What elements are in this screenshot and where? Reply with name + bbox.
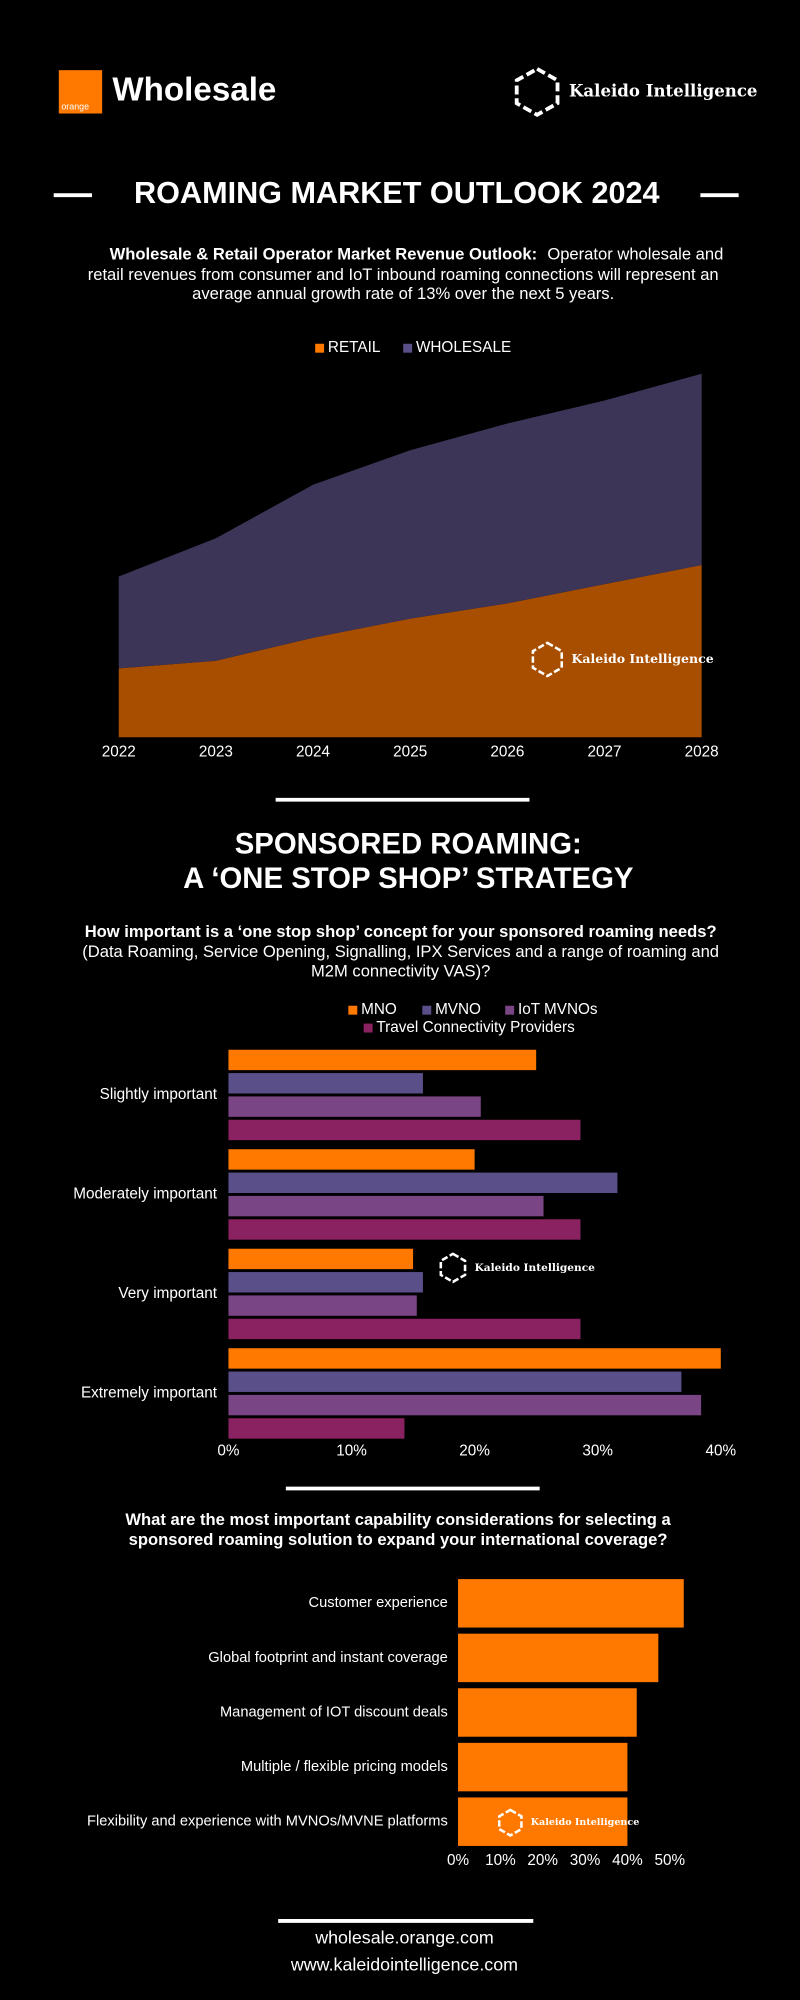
x-tick-label: 2028 (685, 744, 719, 761)
legend-swatch (505, 1005, 515, 1015)
legend-label: MNO (361, 1001, 397, 1018)
category-label: Slightly important (100, 1086, 218, 1103)
legend-swatch (422, 1005, 432, 1015)
intro-text: retail revenues from consumer and IoT in… (88, 265, 719, 284)
section-title: A ‘ONE STOP SHOP’ STRATEGY (183, 862, 634, 895)
bar (228, 1248, 414, 1270)
category-label: Extremely important (81, 1384, 218, 1401)
watermark: Kaleido Intelligence (475, 1262, 596, 1274)
legend-label: Travel Connectivity Providers (376, 1019, 575, 1036)
area (118, 565, 702, 738)
bar (228, 1394, 702, 1416)
bar (228, 1348, 721, 1369)
legend-label: RETAIL (328, 339, 380, 356)
bar (228, 1371, 682, 1392)
bar (228, 1172, 618, 1193)
category-label: Moderately important (73, 1185, 217, 1202)
bar (458, 1579, 684, 1628)
intro-lead: Wholesale & Retail Operator Market Reven… (110, 244, 537, 263)
x-tick-label: 2025 (393, 744, 427, 761)
watermark-icon (497, 1808, 523, 1837)
intro-text: average annual growth rate of 13% over t… (192, 284, 614, 303)
watermark: Kaleido Intelligence (531, 1817, 640, 1828)
x-tick-label: 0% (447, 1852, 470, 1869)
x-tick-label: 20% (459, 1443, 490, 1460)
bar (458, 1742, 628, 1792)
area (118, 373, 702, 669)
bar (228, 1418, 405, 1439)
bar (458, 1797, 628, 1846)
category-label: Flexibility and experience with MVNOs/MV… (87, 1814, 448, 1830)
category-label: Management of IOT discount deals (220, 1704, 448, 1720)
orange-logo (58, 70, 103, 114)
chart-title: What are the most important capability c… (125, 1510, 671, 1529)
watermark: Kaleido Intelligence (572, 651, 714, 666)
x-tick-label: 10% (336, 1443, 367, 1460)
bar (228, 1219, 581, 1240)
x-tick-label: 0% (217, 1443, 240, 1460)
x-tick-label: 20% (527, 1852, 558, 1869)
x-tick-label: 2024 (296, 744, 331, 761)
footer-link: wholesale.orange.com (314, 1927, 494, 1947)
legend-swatch (348, 1005, 358, 1015)
category-label: Customer experience (309, 1595, 448, 1611)
legend-label: MVNO (435, 1001, 481, 1018)
bar (228, 1073, 423, 1094)
chart-title: sponsored roaming solution to expand you… (129, 1530, 668, 1549)
category-label: Very important (118, 1285, 217, 1302)
x-tick-label: 30% (582, 1443, 613, 1460)
bar (228, 1149, 475, 1170)
x-tick-label: 2026 (490, 744, 524, 761)
legend-swatch (363, 1023, 373, 1033)
x-tick-label: 40% (705, 1443, 736, 1460)
bar (228, 1295, 417, 1316)
x-tick-label: 40% (612, 1852, 643, 1869)
legend-swatch (403, 343, 413, 353)
bar (228, 1318, 581, 1340)
brand: Wholesale (112, 72, 276, 109)
legend-label: IoT MVNOs (518, 1001, 598, 1018)
bar (228, 1049, 537, 1071)
x-tick-label: 50% (654, 1852, 685, 1869)
chart-subtitle: M2M connectivity VAS)? (311, 961, 490, 980)
legend-label: WHOLESALE (416, 339, 511, 356)
x-tick-label: 30% (570, 1852, 601, 1869)
partner-name: Kaleido Intelligence (569, 80, 757, 100)
x-tick-label: 2023 (199, 744, 233, 761)
watermark-icon (439, 1252, 467, 1284)
intro-text: Operator wholesale and (547, 244, 723, 263)
bar (228, 1195, 544, 1217)
watermark-icon (531, 641, 564, 678)
bar (458, 1688, 637, 1737)
x-tick-label: 10% (485, 1852, 516, 1869)
partner-icon (514, 66, 560, 117)
footer-link: www.kaleidointelligence.com (290, 1954, 518, 1974)
x-tick-label: 2022 (102, 744, 136, 761)
chart-title: How important is a ‘one stop shop’ conce… (85, 922, 717, 941)
category-label: Global footprint and instant coverage (208, 1650, 448, 1666)
main-title: ROAMING MARKET OUTLOOK 2024 (134, 176, 660, 210)
bar (228, 1096, 481, 1117)
chart-subtitle: (Data Roaming, Service Opening, Signalli… (82, 942, 719, 961)
logo-text: orange (61, 102, 89, 112)
section-title: SPONSORED ROAMING: (235, 827, 582, 860)
x-tick-label: 2027 (587, 744, 621, 761)
bar (228, 1272, 423, 1293)
bar (228, 1119, 581, 1141)
category-label: Multiple / flexible pricing models (241, 1759, 448, 1775)
bar (458, 1633, 659, 1683)
legend-swatch (315, 343, 325, 353)
